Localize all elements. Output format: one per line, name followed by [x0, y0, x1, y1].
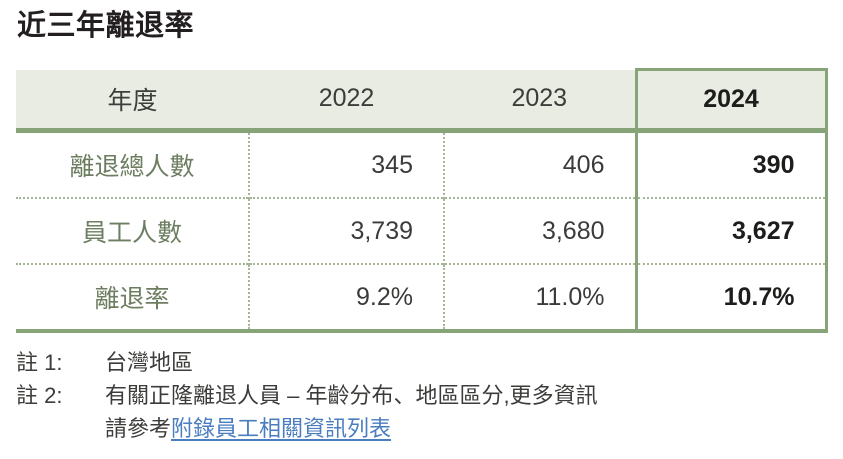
cell-rate-2023: 11.0%	[443, 263, 636, 333]
report-page: 近三年離退率 年度 2022 2023 2024 離退總人數 345 406 3…	[16, 10, 828, 445]
table-row-total-departures: 離退總人數 345 406 390	[16, 130, 828, 198]
column-header-2023: 2023	[444, 69, 636, 133]
table-header-row: 年度 2022 2023 2024	[16, 68, 828, 133]
turnover-rate-table: 年度 2022 2023 2024 離退總人數 345 406 390 員工人數…	[16, 68, 828, 333]
footnotes: 註 1: 台灣地區 註 2: 有關正隆離退人員 – 年齡分布、地區區分,更多資訊…	[16, 346, 827, 445]
footnote-1-label: 註 1:	[16, 350, 63, 375]
cell-employees-2024: 3,627	[634, 197, 828, 264]
cell-departures-2023: 406	[443, 130, 636, 198]
row-label-total-departures: 離退總人數	[16, 130, 249, 198]
row-label-turnover-rate: 離退率	[16, 263, 249, 333]
table-row-employee-count: 員工人數 3,739 3,680 3,627	[16, 197, 828, 264]
footnote-2-label: 註 2:	[16, 383, 63, 408]
footnote-2-line2-prefix: 請參考	[105, 416, 172, 441]
footnote-2-line1: 有關正隆離退人員 – 年齡分布、地區區分,更多資訊	[105, 383, 598, 408]
row-label-employee-count: 員工人數	[16, 197, 249, 264]
footnote-2: 註 2: 有關正隆離退人員 – 年齡分布、地區區分,更多資訊 請參考附錄員工相關…	[16, 379, 827, 445]
cell-employees-2022: 3,739	[248, 197, 444, 264]
cell-departures-2022: 345	[248, 130, 444, 198]
page-title: 近三年離退率	[17, 10, 195, 42]
column-header-2022: 2022	[249, 69, 444, 133]
column-header-2024-highlighted: 2024	[634, 68, 828, 133]
footnote-2-text: 有關正隆離退人員 – 年齡分布、地區區分,更多資訊 請參考附錄員工相關資訊列表	[105, 379, 827, 445]
footnote-1: 註 1: 台灣地區	[16, 346, 827, 379]
footnote-1-text: 台灣地區	[105, 350, 194, 375]
appendix-employee-info-link[interactable]: 附錄員工相關資訊列表	[171, 416, 392, 441]
cell-rate-2024: 10.7%	[634, 263, 828, 333]
cell-departures-2024: 390	[634, 130, 828, 198]
cell-rate-2022: 9.2%	[248, 263, 444, 333]
column-header-year: 年度	[16, 69, 249, 133]
cell-employees-2023: 3,680	[443, 197, 636, 264]
table-row-turnover-rate: 離退率 9.2% 11.0% 10.7%	[16, 263, 828, 333]
